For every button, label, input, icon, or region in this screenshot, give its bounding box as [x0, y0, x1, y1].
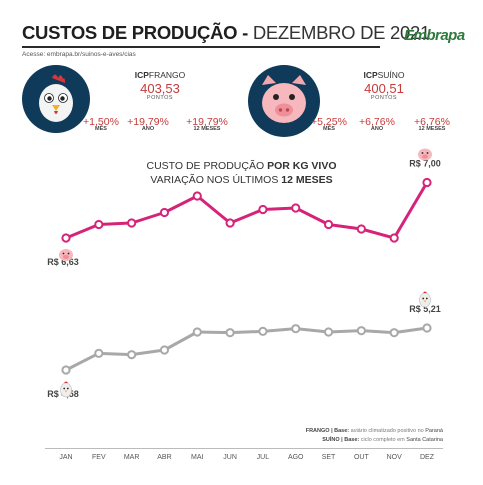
frango-point-jul — [258, 326, 268, 336]
suino-point-set — [323, 219, 334, 230]
access-link[interactable]: Acesse: embrapa.br/suinos-e-aves/cias — [22, 51, 136, 58]
frango-series-line — [65, 326, 428, 372]
suino-point-jul — [258, 204, 268, 215]
x-tick-label-mar: MAR — [124, 454, 140, 461]
footnote-frango: FRANGO | Base: aviário climatizado posit… — [305, 428, 443, 434]
frango-var-ano: +19,79% ANO — [127, 116, 169, 132]
x-tick-label-fev: FEV — [92, 454, 106, 461]
icp-suino-value: 400,51 — [364, 81, 404, 96]
suino-point-abr — [159, 207, 170, 218]
embrapa-logo: Embrapa — [404, 27, 465, 44]
icp-frango-label: ICPFRANGO — [134, 70, 186, 80]
icp-suino-label: ICPSUÍNO — [363, 70, 405, 80]
chart-title: CUSTO DE PRODUÇÃO POR KG VIVO — [146, 160, 337, 172]
frango-point-jun — [225, 328, 235, 338]
suino-point-out — [356, 224, 366, 234]
suino-point-jun — [225, 218, 235, 228]
frango-point-dez — [422, 323, 432, 333]
frango-point-ago — [291, 324, 301, 334]
icp-suino-unit: PONTOS — [370, 95, 398, 101]
x-tick-label-jun: JUN — [223, 454, 237, 461]
x-tick-label-abr: ABR — [157, 454, 171, 461]
suino-end-icon — [418, 148, 432, 161]
frango-end-label: R$ 5,21 — [409, 304, 441, 314]
suino-point-ago — [291, 203, 301, 213]
x-tick-label-out: OUT — [354, 454, 370, 461]
suino-point-nov — [389, 233, 399, 243]
suino-var-ano: +6,76% ANO — [359, 116, 395, 132]
x-axis-line — [45, 448, 443, 449]
frango-point-mai — [192, 327, 202, 337]
icp-suino-block: ICPSUÍNO 400,51 PONTOS — [344, 70, 424, 101]
x-tick-label-jul: JUL — [257, 454, 270, 461]
suino-start-icon — [59, 249, 73, 261]
title-divider — [22, 46, 380, 48]
frango-var-12meses: +19,79% 12 MESES — [186, 116, 228, 132]
icp-frango-value: 403,53 — [140, 81, 180, 96]
frango-start-icon — [60, 381, 72, 398]
suino-series-line — [65, 181, 429, 240]
suino-var-mes: +5,25% MÊS — [311, 116, 347, 132]
frango-point-mar — [127, 350, 137, 360]
suino-point-fev — [94, 219, 104, 230]
x-tick-label-nov: NOV — [387, 454, 403, 461]
chart-subtitle: VARIAÇÃO NOS ÚLTIMOS 12 MESES — [150, 174, 333, 186]
footnote-suino: SUÍNO | Base: ciclo completo em Santa Ca… — [322, 437, 443, 443]
frango-point-out — [356, 326, 366, 336]
icp-frango-unit: PONTOS — [146, 95, 174, 101]
page-title: CUSTOS DE PRODUÇÃO - DEZEMBRO DE 2021 — [22, 22, 430, 44]
title-date: DEZEMBRO DE 2021 — [252, 22, 430, 43]
frango-var-mes: +1,50% MÊS — [83, 116, 119, 132]
suino-point-dez — [422, 177, 432, 188]
suino-start-label: R$ 6,63 — [47, 257, 79, 267]
x-tick-label-jan: JAN — [59, 454, 72, 461]
frango-point-set — [323, 327, 334, 337]
frango-point-fev — [94, 348, 104, 358]
chicken-icon — [22, 65, 90, 133]
x-tick-label-dez: DEZ — [420, 454, 435, 461]
icp-frango-block: ICPFRANGO 403,53 PONTOS — [120, 70, 200, 101]
suino-var-12meses: +6,76% 12 MESES — [414, 116, 450, 132]
pig-icon — [248, 65, 320, 137]
frango-point-jan — [61, 365, 71, 375]
frango-point-nov — [389, 328, 399, 338]
suino-point-mai — [192, 191, 202, 201]
x-tick-label-ago: AGO — [288, 454, 304, 461]
x-tick-label-mai: MAI — [191, 454, 204, 461]
frango-point-abr — [159, 345, 170, 355]
suino-point-mar — [127, 218, 137, 228]
x-tick-label-set: SET — [322, 454, 336, 461]
suino-end-label: R$ 7,00 — [409, 159, 441, 169]
frango-end-icon — [419, 291, 431, 308]
suino-point-jan — [61, 233, 71, 243]
title-bold: CUSTOS DE PRODUÇÃO - — [22, 22, 248, 43]
